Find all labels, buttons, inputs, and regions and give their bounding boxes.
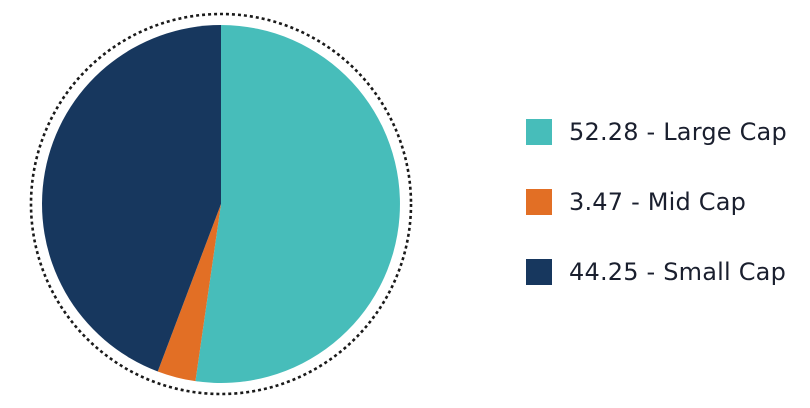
pie-slice-large-cap	[195, 25, 400, 384]
legend-label-mid-cap: 3.47 - Mid Cap	[569, 187, 747, 216]
legend-label-large-cap: 52.28 - Large Cap	[569, 117, 787, 146]
pie-slice-mid-cap	[157, 204, 221, 382]
legend-swatch-small-cap	[526, 258, 552, 285]
pie-slices	[42, 25, 400, 384]
legend-item-large-cap: 52.28 - Large Cap	[526, 113, 787, 150]
legend-item-mid-cap: 3.47 - Mid Cap	[526, 183, 787, 220]
legend-label-small-cap: 44.25 - Small Cap	[569, 257, 787, 286]
pie-dotted-ring	[29, 12, 413, 396]
legend-swatch-mid-cap	[526, 188, 552, 215]
pie-slice-small-cap	[42, 25, 221, 372]
legend-swatch-large-cap	[526, 118, 552, 145]
legend-item-small-cap: 44.25 - Small Cap	[526, 253, 787, 290]
legend: 52.28 - Large Cap 3.47 - Mid Cap 44.25 -…	[526, 113, 787, 323]
